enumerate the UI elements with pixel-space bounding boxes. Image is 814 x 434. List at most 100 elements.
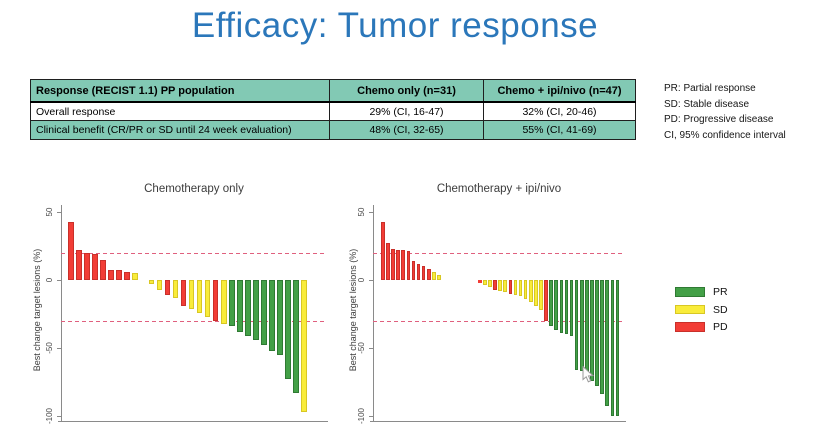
waterfall-bar-pd (406, 251, 411, 280)
waterfall-bar-pd (386, 243, 390, 280)
waterfall-bar-sd (498, 280, 502, 291)
abbrev-pd: PD: Progressive disease (664, 114, 774, 125)
waterfall-bar-sd (432, 271, 436, 280)
waterfall-bar-sd (513, 280, 518, 295)
y-tick (57, 416, 61, 417)
x-axis-line (58, 421, 328, 422)
waterfall-bar-pd (212, 280, 219, 321)
waterfall-bar-pd (493, 280, 497, 290)
waterfall-bar-pd (421, 266, 426, 280)
waterfall-bar-pd (84, 252, 90, 280)
waterfall-bar-pr (293, 280, 299, 393)
y-axis-label-left: Best change target lesions (%) (32, 248, 42, 372)
waterfall-bar-pd (401, 250, 406, 280)
y-tick (369, 212, 373, 213)
table-row-overall-response: Overall response 29% (CI, 16-47) 32% (CI… (30, 101, 636, 121)
waterfall-bar-pd (396, 250, 400, 280)
waterfall-bar-sd (503, 280, 508, 293)
waterfall-bar-pr (237, 280, 243, 332)
row-label: Overall response (30, 101, 330, 121)
page-title: Efficacy: Tumor response (191, 6, 599, 45)
y-tick-label: 50 (356, 207, 366, 217)
row-chemo-value: 48% (CI, 32-65) (329, 120, 484, 140)
waterfall-bar-pr (595, 280, 599, 387)
y-tick (369, 348, 373, 349)
y-tick (57, 280, 61, 281)
waterfall-bar-pd (411, 260, 416, 280)
waterfall-bar-pr (229, 280, 235, 327)
waterfall-bar-pr (605, 280, 610, 407)
pr-color-swatch (675, 287, 705, 297)
reference-line--30 (373, 321, 625, 322)
waterfall-bar-pd (391, 248, 395, 280)
waterfall-bar-sd (204, 280, 211, 317)
y-tick-label: -50 (356, 342, 366, 354)
row-combo-value: 32% (CI, 20-46) (483, 101, 636, 121)
abbreviation-key: PR: Partial response SD: Stable disease … (664, 81, 786, 143)
y-tick (369, 416, 373, 417)
waterfall-bar-sd (518, 280, 523, 297)
waterfall-bar-pr (277, 280, 283, 355)
response-table: Response (RECIST 1.1) PP population Chem… (30, 79, 636, 140)
waterfall-bar-pr (600, 280, 604, 395)
waterfall-bar-pd (108, 270, 114, 280)
waterfall-bar-pr (549, 280, 553, 327)
waterfall-bar-sd (539, 280, 543, 310)
waterfall-bar-pr (585, 280, 589, 374)
waterfall-bar-pd (426, 269, 431, 280)
waterfall-bar-pr (261, 280, 267, 346)
reference-line-20 (61, 253, 327, 254)
row-combo-value: 55% (CI, 41-69) (483, 120, 636, 140)
y-tick-label: -100 (44, 408, 54, 425)
waterfall-bar-pd (124, 271, 130, 280)
legend-item-pr: PR (675, 286, 728, 298)
waterfall-bar-sd (132, 273, 138, 280)
waterfall-bar-pr (564, 280, 569, 335)
chart-title-chemo-only: Chemotherapy only (144, 183, 244, 195)
y-tick-label: 50 (44, 207, 54, 217)
abbrev-sd: SD: Stable disease (664, 98, 750, 110)
sd-color-swatch (675, 304, 705, 315)
waterfall-bar-sd (172, 280, 179, 298)
legend-label: SD (713, 303, 728, 316)
chart-title-chemo-ipinivo: Chemotherapy + ipi/nivo (436, 183, 562, 195)
pd-color-swatch (675, 322, 705, 332)
waterfall-bar-pr (610, 280, 615, 416)
waterfall-bar-pr (245, 280, 251, 336)
waterfall-bar-pr (559, 280, 564, 334)
waterfall-bar-sd (196, 280, 203, 313)
table-header-row: Response (RECIST 1.1) PP population Chem… (30, 79, 636, 103)
abbrev-pr: PR: Partial response (664, 83, 756, 94)
table-header-population: Response (RECIST 1.1) PP population (30, 79, 330, 103)
waterfall-bar-pr (253, 280, 259, 340)
legend-item-sd: SD (675, 304, 728, 316)
y-axis-line (61, 205, 62, 421)
waterfall-bar-pr (285, 280, 291, 380)
mouse-cursor-icon (582, 366, 595, 383)
waterfall-bar-sd (301, 280, 308, 412)
table-row-clinical-benefit: Clinical benefit (CR/PR or SD until 24 w… (30, 120, 636, 140)
waterfall-bar-sd (220, 280, 227, 324)
row-label: Clinical benefit (CR/PR or SD until 24 w… (30, 120, 330, 140)
waterfall-bar-pd (381, 221, 385, 280)
waterfall-bar-pr (554, 280, 559, 331)
abbrev-ci: CI, 95% confidence interval (664, 129, 786, 141)
x-axis-line (370, 421, 626, 422)
y-axis-label-right: Best change target lesions (%) (348, 248, 358, 372)
legend-label: PR (713, 286, 728, 298)
waterfall-bar-pd (508, 280, 513, 294)
waterfall-bar-sd (437, 274, 441, 280)
waterfall-bar-pr (579, 280, 584, 372)
y-tick (57, 212, 61, 213)
waterfall-bar-pr (615, 280, 620, 416)
y-tick-label: 0 (356, 277, 366, 283)
waterfall-bar-pd (180, 280, 187, 306)
waterfall-bar-pr (590, 280, 594, 381)
waterfall-bar-sd (488, 280, 492, 287)
waterfall-bar-pd (68, 221, 74, 280)
row-chemo-value: 29% (CI, 16-47) (329, 101, 484, 121)
y-tick (57, 348, 61, 349)
waterfall-bar-pr (269, 280, 275, 351)
chart-legend: PR SD PD (675, 286, 728, 339)
waterfall-bar-sd (156, 280, 163, 290)
